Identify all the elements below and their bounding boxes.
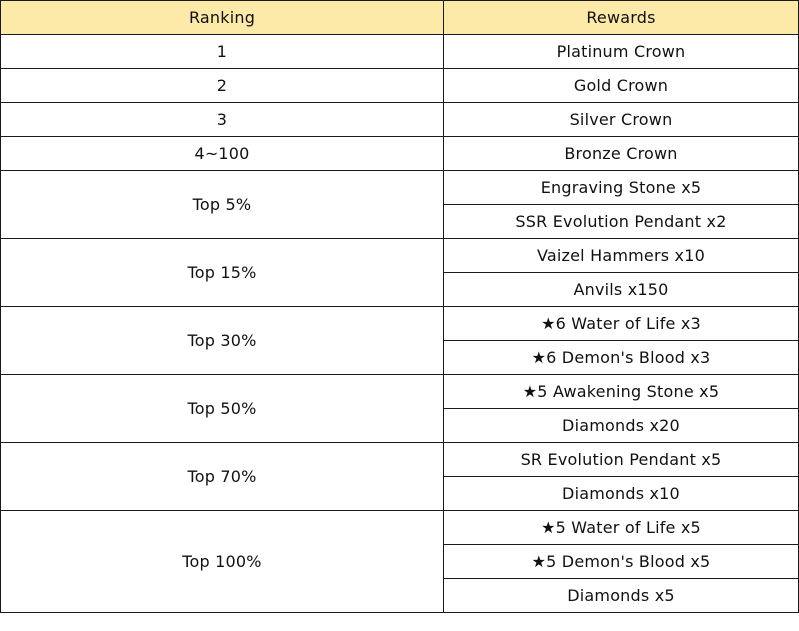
reward-cell: ★6 Water of Life x3 xyxy=(443,306,799,341)
header-row: Ranking Rewards xyxy=(0,0,799,35)
table-row: 1 Platinum Crown xyxy=(0,34,799,69)
table-row: Diamonds x5 xyxy=(1,578,799,613)
ranking-cell: Top 70% xyxy=(0,442,444,511)
ranking-cell: Top 50% xyxy=(0,374,444,443)
table-row: Top 15% Vaizel Hammers x10 xyxy=(0,238,799,307)
table-row: Top 30% ★6 Water of Life x3 xyxy=(0,306,799,375)
reward-cell: ★5 Water of Life x5 xyxy=(443,510,799,545)
reward-cell: Engraving Stone x5 xyxy=(443,170,799,205)
table-row: Diamonds x20 xyxy=(1,408,799,443)
ranking-cell: 1 xyxy=(0,34,444,69)
table-row: 4~100 Bronze Crown xyxy=(0,136,799,171)
table-row: SSR Evolution Pendant x2 xyxy=(1,204,799,239)
ranking-cell: 4~100 xyxy=(0,136,444,171)
table-row: Top 100% ★5 Water of Life x5 xyxy=(0,510,799,613)
table-row: Top 50% ★5 Awakening Stone x5 xyxy=(0,374,799,443)
ranking-cell: Top 15% xyxy=(0,238,444,307)
reward-cell: Diamonds x20 xyxy=(443,408,799,443)
table-row: 3 Silver Crown xyxy=(0,102,799,137)
reward-cell: Diamonds x10 xyxy=(443,476,799,511)
table-row: Top 5% Engraving Stone x5 xyxy=(0,170,799,239)
ranking-cell: Top 100% xyxy=(0,510,444,613)
ranking-cell: Top 30% xyxy=(0,306,444,375)
ranking-cell: 2 xyxy=(0,68,444,103)
reward-cell: Vaizel Hammers x10 xyxy=(443,238,799,273)
table-row: 2 Gold Crown xyxy=(0,68,799,103)
reward-cell: Silver Crown xyxy=(443,102,799,137)
reward-cell: Platinum Crown xyxy=(443,34,799,69)
reward-cell: Gold Crown xyxy=(443,68,799,103)
rewards-header: Rewards xyxy=(443,0,799,35)
reward-cell: SSR Evolution Pendant x2 xyxy=(443,204,799,239)
reward-cell: Diamonds x5 xyxy=(443,578,799,613)
table-row: Top 70% SR Evolution Pendant x5 xyxy=(0,442,799,511)
ranking-cell: Top 5% xyxy=(0,170,444,239)
table-row: Anvils x150 xyxy=(1,272,799,307)
reward-cell: ★5 Awakening Stone x5 xyxy=(443,374,799,409)
table-row: Diamonds x10 xyxy=(1,476,799,511)
reward-cell: Anvils x150 xyxy=(443,272,799,307)
ranking-header: Ranking xyxy=(0,0,444,35)
table-body: 1 Platinum Crown 2 Gold Crown 3 Silver Crown 4… xyxy=(0,34,799,613)
reward-cell: ★5 Demon's Blood x5 xyxy=(443,544,799,579)
ranking-cell: 3 xyxy=(0,102,444,137)
rewards-table: Ranking Rewards 1 Platinum Crown 2 Gold Cro… xyxy=(0,0,799,613)
reward-cell: Bronze Crown xyxy=(443,136,799,171)
reward-cell: SR Evolution Pendant x5 xyxy=(443,442,799,477)
table-row: ★5 Demon's Blood x5 xyxy=(1,544,799,579)
reward-cell: ★6 Demon's Blood x3 xyxy=(443,340,799,375)
